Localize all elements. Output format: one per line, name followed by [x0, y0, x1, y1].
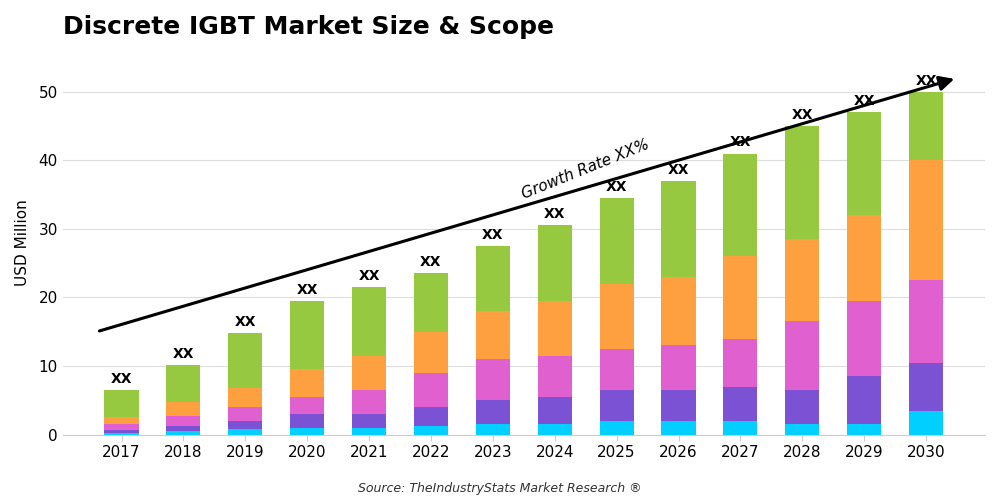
Text: Growth Rate XX%: Growth Rate XX%	[520, 136, 652, 202]
Bar	[104, 432, 139, 434]
Bar	[104, 430, 139, 432]
Bar	[785, 424, 819, 434]
Text: XX: XX	[668, 163, 689, 177]
Bar	[352, 287, 386, 356]
Text: XX: XX	[853, 94, 875, 108]
Bar	[290, 301, 324, 370]
Bar	[476, 424, 510, 434]
Bar	[414, 426, 448, 434]
Bar	[290, 370, 324, 397]
Bar	[661, 390, 696, 421]
Bar	[166, 416, 200, 426]
Bar	[166, 364, 200, 403]
Text: XX: XX	[173, 346, 194, 360]
Bar	[166, 402, 200, 416]
Bar	[600, 284, 634, 349]
Bar	[352, 428, 386, 434]
Text: XX: XX	[730, 136, 751, 149]
Bar	[414, 332, 448, 373]
Bar	[847, 112, 881, 215]
Bar	[104, 424, 139, 430]
Bar	[723, 386, 757, 421]
Bar	[538, 356, 572, 397]
Text: XX: XX	[915, 74, 937, 88]
Bar	[785, 126, 819, 239]
Bar	[785, 322, 819, 390]
Y-axis label: USD Million: USD Million	[15, 199, 30, 286]
Bar	[661, 421, 696, 434]
Text: XX: XX	[111, 372, 132, 386]
Text: XX: XX	[420, 256, 442, 270]
Text: XX: XX	[235, 315, 256, 329]
Text: XX: XX	[792, 108, 813, 122]
Bar	[723, 154, 757, 256]
Bar	[228, 388, 262, 407]
Bar	[228, 333, 262, 388]
Text: XX: XX	[358, 269, 380, 283]
Text: Source: TheIndustryStats Market Research ®: Source: TheIndustryStats Market Research…	[358, 482, 642, 495]
Bar	[661, 346, 696, 390]
Bar	[228, 407, 262, 421]
Bar	[909, 410, 943, 434]
Bar	[785, 390, 819, 424]
Bar	[723, 338, 757, 386]
Bar	[723, 256, 757, 338]
Bar	[538, 424, 572, 434]
Bar	[538, 397, 572, 424]
Bar	[847, 424, 881, 434]
Bar	[476, 311, 510, 359]
Bar	[847, 376, 881, 424]
Bar	[909, 92, 943, 160]
Bar	[228, 429, 262, 434]
Bar	[476, 359, 510, 401]
Bar	[600, 421, 634, 434]
Bar	[600, 198, 634, 284]
Bar	[414, 373, 448, 407]
Bar	[661, 277, 696, 345]
Bar	[414, 274, 448, 332]
Bar	[414, 407, 448, 426]
Bar	[352, 390, 386, 414]
Bar	[661, 181, 696, 277]
Bar	[352, 414, 386, 428]
Bar	[909, 280, 943, 362]
Text: XX: XX	[606, 180, 627, 194]
Bar	[228, 421, 262, 429]
Text: XX: XX	[482, 228, 504, 242]
Bar	[104, 390, 139, 417]
Bar	[290, 397, 324, 414]
Bar	[476, 400, 510, 424]
Bar	[847, 301, 881, 376]
Text: Discrete IGBT Market Size & Scope: Discrete IGBT Market Size & Scope	[63, 15, 554, 39]
Bar	[166, 426, 200, 431]
Text: XX: XX	[544, 208, 565, 222]
Bar	[476, 246, 510, 311]
Bar	[538, 301, 572, 356]
Bar	[290, 428, 324, 434]
Text: XX: XX	[296, 283, 318, 297]
Bar	[104, 418, 139, 424]
Bar	[600, 349, 634, 390]
Bar	[847, 215, 881, 301]
Bar	[166, 431, 200, 434]
Bar	[723, 421, 757, 434]
Bar	[909, 362, 943, 410]
Bar	[909, 160, 943, 280]
Bar	[538, 226, 572, 301]
Bar	[600, 390, 634, 421]
Bar	[785, 239, 819, 322]
Bar	[352, 356, 386, 390]
Bar	[290, 414, 324, 428]
